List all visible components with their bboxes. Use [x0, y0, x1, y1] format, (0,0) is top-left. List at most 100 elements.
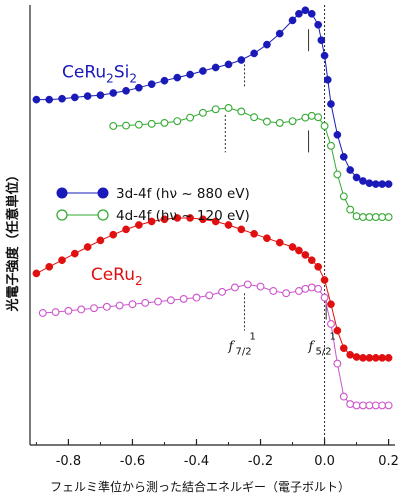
annotation-letter: f — [228, 339, 236, 354]
series-0 — [32, 6, 393, 188]
data-point — [327, 141, 335, 150]
x-tick-label: -0.6 — [120, 454, 145, 469]
data-point — [70, 93, 79, 102]
data-point — [365, 354, 374, 362]
data-point — [134, 120, 143, 129]
x-tick-label: -0.2 — [248, 454, 273, 469]
data-point — [384, 180, 393, 188]
data-point — [147, 217, 156, 226]
sample-label: CeRu2 — [91, 265, 143, 288]
data-point — [96, 91, 105, 100]
data-point — [384, 354, 393, 362]
data-point — [301, 113, 310, 122]
data-point — [32, 95, 41, 104]
data-point — [64, 306, 73, 315]
data-point — [378, 401, 387, 410]
legend-label: 3d-4f (hν ~ 880 eV) — [116, 186, 250, 202]
data-point — [314, 284, 323, 293]
data-point — [371, 180, 380, 188]
data-point — [288, 243, 297, 251]
x-tick-label: 0.2 — [378, 454, 399, 469]
data-point — [173, 117, 182, 126]
data-point — [186, 214, 194, 222]
data-point — [263, 234, 271, 243]
data-point — [211, 63, 220, 72]
data-point — [333, 170, 342, 179]
data-point — [179, 294, 188, 303]
data-point — [45, 95, 54, 104]
data-point — [320, 293, 329, 302]
data-point — [135, 221, 143, 229]
data-point — [307, 283, 316, 292]
data-point — [384, 213, 393, 222]
annotation-superscript: 1 — [330, 331, 336, 342]
data-point — [359, 354, 367, 362]
data-point — [275, 29, 284, 38]
series-1 — [109, 104, 393, 222]
data-point — [186, 113, 195, 122]
data-point — [301, 284, 310, 293]
data-point — [173, 214, 182, 222]
data-point — [122, 121, 131, 130]
data-point — [154, 297, 163, 306]
legend-marker — [56, 187, 68, 199]
x-tick-label: -0.8 — [56, 454, 81, 469]
data-point — [51, 308, 60, 317]
data-point — [378, 180, 387, 188]
data-point — [122, 86, 130, 95]
series-2 — [32, 214, 393, 362]
legend-label: 4d-4f (hν ~ 120 eV) — [116, 208, 250, 224]
data-point — [237, 107, 246, 116]
data-point — [199, 215, 207, 224]
data-point — [352, 173, 361, 182]
data-point — [275, 238, 284, 247]
series-line — [42, 283, 389, 406]
data-point — [365, 213, 374, 222]
data-point — [70, 249, 79, 258]
x-tick-label: 0.0 — [314, 454, 335, 469]
series-layer — [32, 6, 393, 410]
data-point — [327, 300, 335, 309]
data-point — [160, 215, 169, 224]
data-point — [371, 401, 380, 410]
data-point — [384, 401, 393, 410]
data-point — [314, 20, 323, 29]
data-point — [147, 80, 156, 89]
data-point — [294, 287, 303, 295]
data-point — [339, 392, 348, 401]
data-point — [102, 302, 111, 311]
data-point — [256, 282, 265, 291]
data-point — [90, 304, 98, 313]
data-point — [352, 401, 361, 410]
data-point — [365, 179, 374, 188]
data-point — [77, 305, 86, 314]
legend: 3d-4f (hν ~ 880 eV) 4d-4f (hν ~ 120 eV) — [56, 186, 250, 224]
data-point — [218, 287, 227, 296]
x-axis-ticks: -0.8 -0.6 -0.4 -0.2 0.0 0.2 — [35, 439, 399, 469]
sample-label: CeRu2Si2 — [62, 63, 137, 86]
annotation-letter: f — [308, 339, 316, 354]
data-point — [365, 401, 374, 410]
data-point — [301, 6, 310, 15]
data-point — [320, 276, 329, 284]
data-point — [301, 251, 310, 259]
peak-markers — [224, 29, 327, 331]
data-point — [275, 118, 284, 127]
data-point — [128, 300, 137, 309]
annotation-subscript: 5/2 — [316, 346, 332, 357]
annotation-subscript: 7/2 — [236, 346, 252, 357]
data-point — [346, 350, 355, 359]
data-point — [211, 217, 220, 226]
data-point — [224, 221, 233, 229]
data-point — [192, 293, 201, 302]
data-point — [269, 287, 278, 295]
data-point — [230, 283, 239, 292]
data-point — [333, 130, 342, 139]
data-point — [83, 92, 92, 100]
sample-label-part: 2 — [129, 72, 137, 86]
data-point — [352, 212, 361, 221]
data-point — [359, 213, 367, 222]
data-point — [359, 401, 367, 410]
data-point — [160, 118, 169, 127]
